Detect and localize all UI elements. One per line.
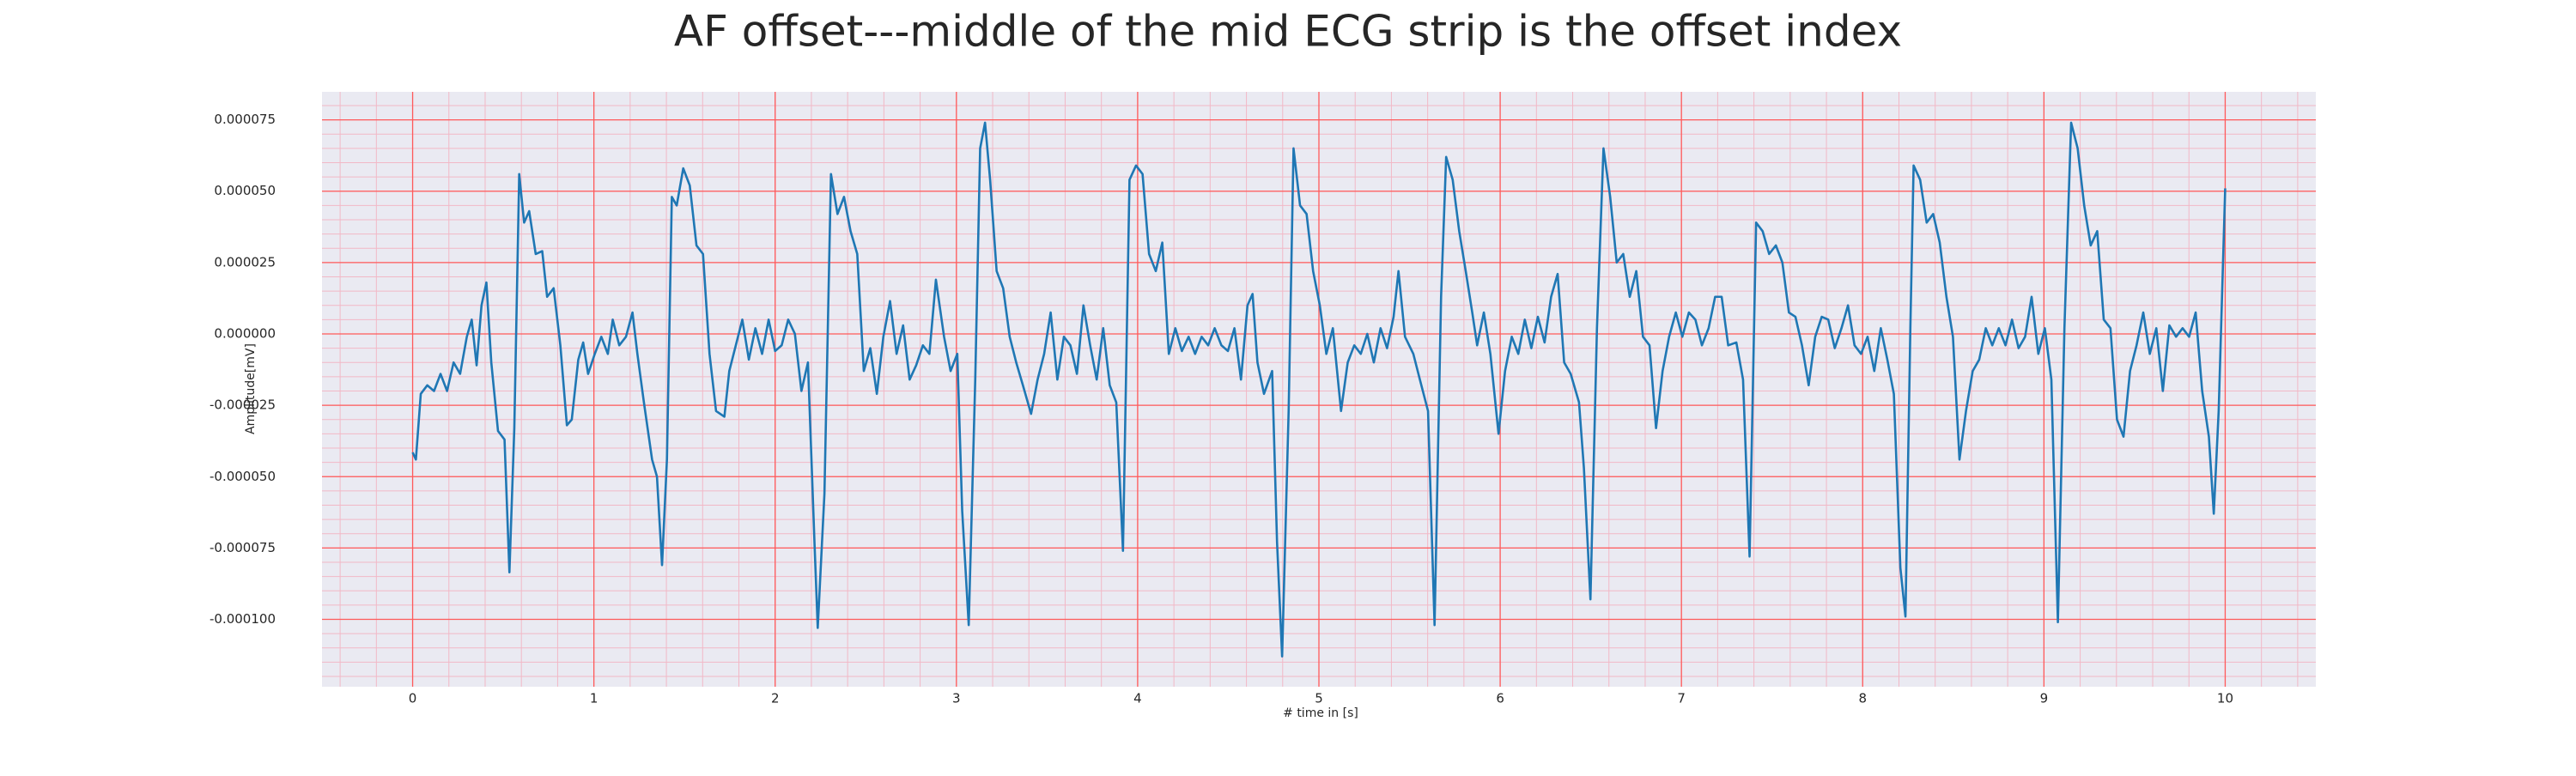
chart-title: AF offset---middle of the mid ECG strip …	[674, 7, 1902, 57]
y-tick-label: -0.000075	[210, 540, 276, 555]
x-tick-label: 0	[409, 691, 417, 706]
x-tick-label: 10	[2217, 691, 2233, 706]
y-tick-label: -0.000050	[210, 469, 276, 484]
x-tick-label: 7	[1677, 691, 1686, 706]
x-tick-label: 6	[1496, 691, 1504, 706]
grid	[322, 92, 2316, 687]
x-tick-label: 3	[952, 691, 961, 706]
x-tick-label: 5	[1315, 691, 1323, 706]
y-tick-label: 0.000000	[214, 325, 276, 341]
x-tick-label: 4	[1133, 691, 1142, 706]
x-tick-label: 8	[1858, 691, 1867, 706]
x-tick-label: 1	[590, 691, 598, 706]
ecg-line	[411, 121, 2227, 658]
y-tick-label: 0.000050	[214, 183, 276, 198]
x-tick-label: 9	[2040, 691, 2049, 706]
y-axis-label: Amplitude[mV]	[244, 343, 258, 434]
y-tick-label: 0.000075	[214, 112, 276, 127]
x-tick-label: 2	[771, 691, 780, 706]
y-tick-label: 0.000025	[214, 254, 276, 270]
y-tick-label: -0.000025	[210, 397, 276, 413]
y-tick-label: -0.000100	[210, 611, 276, 627]
x-axis-label: # time in [s]	[1283, 706, 1358, 720]
